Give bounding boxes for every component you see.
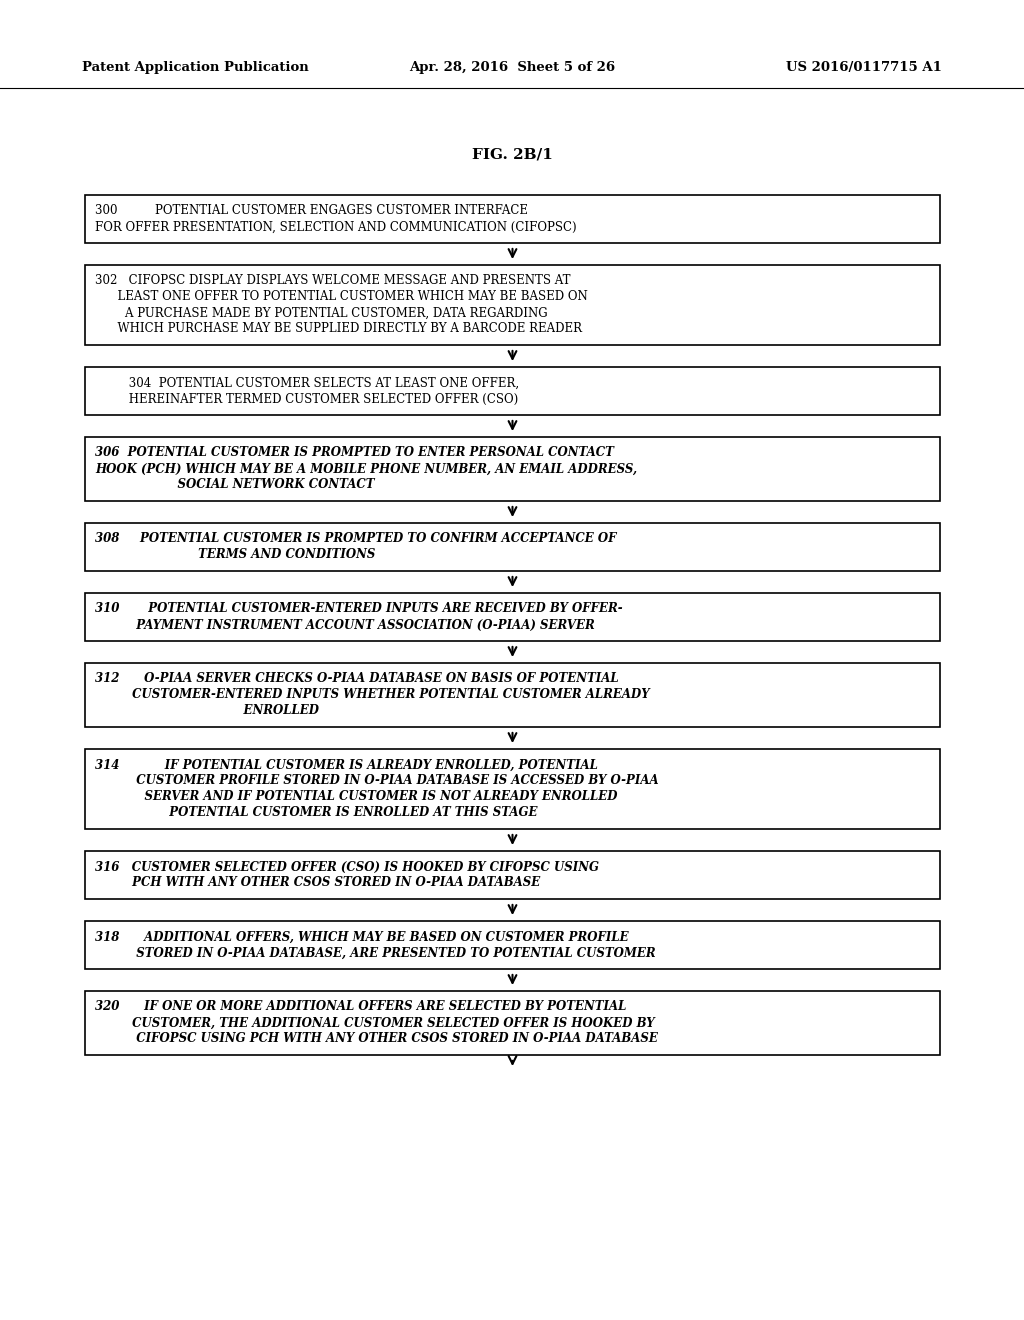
Bar: [85, 748, 940, 829]
Text: Patent Application Publication: Patent Application Publication: [82, 62, 309, 74]
Text: CIFOPSC USING PCH WITH ANY OTHER CSOS STORED IN O-PIAA DATABASE: CIFOPSC USING PCH WITH ANY OTHER CSOS ST…: [95, 1032, 657, 1045]
Text: TERMS AND CONDITIONS: TERMS AND CONDITIONS: [95, 549, 376, 561]
Text: 306  POTENTIAL CUSTOMER IS PROMPTED TO ENTER PERSONAL CONTACT: 306 POTENTIAL CUSTOMER IS PROMPTED TO EN…: [95, 446, 613, 459]
Text: FIG. 2B/1: FIG. 2B/1: [472, 148, 552, 162]
Bar: [85, 437, 940, 502]
Bar: [85, 195, 940, 243]
Text: FOR OFFER PRESENTATION, SELECTION AND COMMUNICATION (CIFOPSC): FOR OFFER PRESENTATION, SELECTION AND CO…: [95, 220, 577, 234]
Text: 300          POTENTIAL CUSTOMER ENGAGES CUSTOMER INTERFACE: 300 POTENTIAL CUSTOMER ENGAGES CUSTOMER …: [95, 205, 528, 218]
Bar: [85, 991, 940, 1055]
Text: CUSTOMER PROFILE STORED IN O-PIAA DATABASE IS ACCESSED BY O-PIAA: CUSTOMER PROFILE STORED IN O-PIAA DATABA…: [95, 775, 658, 788]
Text: 318      ADDITIONAL OFFERS, WHICH MAY BE BASED ON CUSTOMER PROFILE: 318 ADDITIONAL OFFERS, WHICH MAY BE BASE…: [95, 931, 629, 944]
Text: LEAST ONE OFFER TO POTENTIAL CUSTOMER WHICH MAY BE BASED ON: LEAST ONE OFFER TO POTENTIAL CUSTOMER WH…: [95, 290, 588, 304]
Text: HEREINAFTER TERMED CUSTOMER SELECTED OFFER (CSO): HEREINAFTER TERMED CUSTOMER SELECTED OFF…: [95, 392, 518, 405]
Text: HOOK (PCH) WHICH MAY BE A MOBILE PHONE NUMBER, AN EMAIL ADDRESS,: HOOK (PCH) WHICH MAY BE A MOBILE PHONE N…: [95, 462, 637, 475]
Text: WHICH PURCHASE MAY BE SUPPLIED DIRECTLY BY A BARCODE READER: WHICH PURCHASE MAY BE SUPPLIED DIRECTLY …: [95, 322, 582, 335]
Bar: [85, 663, 940, 727]
Text: CUSTOMER-ENTERED INPUTS WHETHER POTENTIAL CUSTOMER ALREADY: CUSTOMER-ENTERED INPUTS WHETHER POTENTIA…: [95, 689, 649, 701]
Text: PCH WITH ANY OTHER CSOS STORED IN O-PIAA DATABASE: PCH WITH ANY OTHER CSOS STORED IN O-PIAA…: [95, 876, 541, 890]
Text: POTENTIAL CUSTOMER IS ENROLLED AT THIS STAGE: POTENTIAL CUSTOMER IS ENROLLED AT THIS S…: [95, 807, 538, 820]
Text: ENROLLED: ENROLLED: [95, 705, 319, 718]
Bar: [85, 367, 940, 414]
Text: US 2016/0117715 A1: US 2016/0117715 A1: [786, 62, 942, 74]
Text: PAYMENT INSTRUMENT ACCOUNT ASSOCIATION (O-PIAA) SERVER: PAYMENT INSTRUMENT ACCOUNT ASSOCIATION (…: [95, 619, 595, 631]
Bar: [85, 265, 940, 345]
Bar: [85, 851, 940, 899]
Text: 316   CUSTOMER SELECTED OFFER (CSO) IS HOOKED BY CIFOPSC USING: 316 CUSTOMER SELECTED OFFER (CSO) IS HOO…: [95, 861, 599, 874]
Bar: [85, 921, 940, 969]
Text: 310       POTENTIAL CUSTOMER-ENTERED INPUTS ARE RECEIVED BY OFFER-: 310 POTENTIAL CUSTOMER-ENTERED INPUTS AR…: [95, 602, 623, 615]
Text: 308     POTENTIAL CUSTOMER IS PROMPTED TO CONFIRM ACCEPTANCE OF: 308 POTENTIAL CUSTOMER IS PROMPTED TO CO…: [95, 532, 616, 545]
Text: 304  POTENTIAL CUSTOMER SELECTS AT LEAST ONE OFFER,: 304 POTENTIAL CUSTOMER SELECTS AT LEAST …: [95, 376, 519, 389]
Text: A PURCHASE MADE BY POTENTIAL CUSTOMER, DATA REGARDING: A PURCHASE MADE BY POTENTIAL CUSTOMER, D…: [95, 306, 548, 319]
Bar: [85, 593, 940, 642]
Text: 314           IF POTENTIAL CUSTOMER IS ALREADY ENROLLED, POTENTIAL: 314 IF POTENTIAL CUSTOMER IS ALREADY ENR…: [95, 759, 598, 771]
Text: 302   CIFOPSC DISPLAY DISPLAYS WELCOME MESSAGE AND PRESENTS AT: 302 CIFOPSC DISPLAY DISPLAYS WELCOME MES…: [95, 275, 570, 288]
Text: SERVER AND IF POTENTIAL CUSTOMER IS NOT ALREADY ENROLLED: SERVER AND IF POTENTIAL CUSTOMER IS NOT …: [95, 791, 617, 804]
Bar: [85, 523, 940, 572]
Text: SOCIAL NETWORK CONTACT: SOCIAL NETWORK CONTACT: [95, 479, 375, 491]
Text: 320      IF ONE OR MORE ADDITIONAL OFFERS ARE SELECTED BY POTENTIAL: 320 IF ONE OR MORE ADDITIONAL OFFERS ARE…: [95, 1001, 627, 1014]
Text: CUSTOMER, THE ADDITIONAL CUSTOMER SELECTED OFFER IS HOOKED BY: CUSTOMER, THE ADDITIONAL CUSTOMER SELECT…: [95, 1016, 654, 1030]
Text: STORED IN O-PIAA DATABASE, ARE PRESENTED TO POTENTIAL CUSTOMER: STORED IN O-PIAA DATABASE, ARE PRESENTED…: [95, 946, 655, 960]
Text: Apr. 28, 2016  Sheet 5 of 26: Apr. 28, 2016 Sheet 5 of 26: [409, 62, 615, 74]
Text: 312      O-PIAA SERVER CHECKS O-PIAA DATABASE ON BASIS OF POTENTIAL: 312 O-PIAA SERVER CHECKS O-PIAA DATABASE…: [95, 672, 618, 685]
